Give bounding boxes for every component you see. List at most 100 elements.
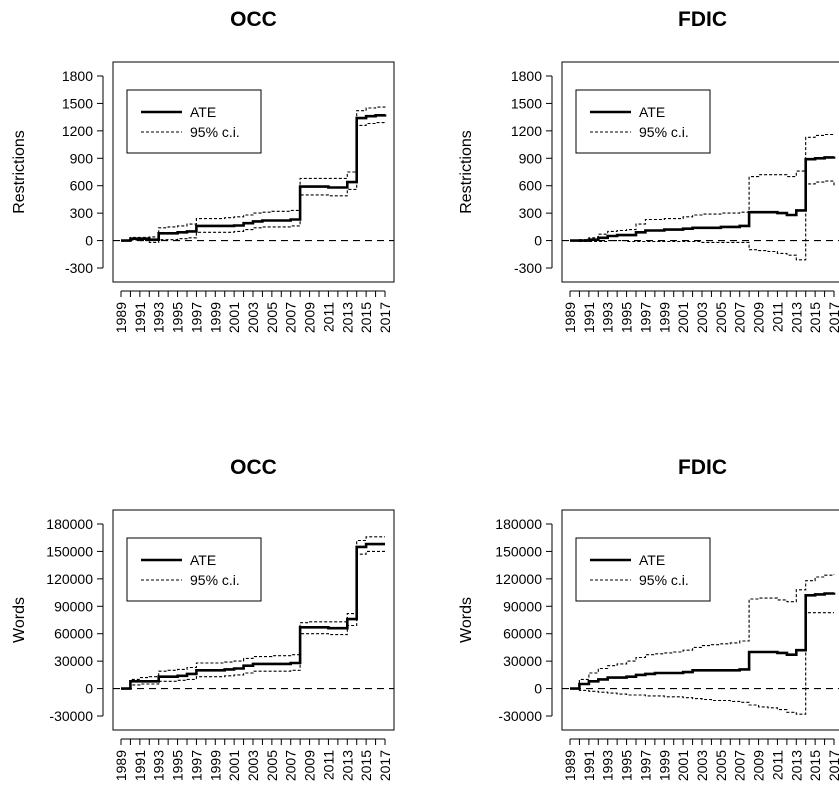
y-tick-label: 0 [534, 233, 542, 249]
x-tick-label: 1989 [113, 750, 129, 781]
x-tick-label: 1999 [656, 302, 672, 333]
legend: ATE 95% c.i. [575, 537, 711, 602]
x-tick-label: 2001 [226, 750, 242, 781]
x-tick-label: 1997 [637, 750, 653, 781]
x-tick-label: 1995 [619, 302, 635, 333]
x-tick-label: 2007 [283, 750, 299, 781]
y-axis-label: Words [458, 597, 475, 643]
y-tick-label: 1500 [62, 95, 93, 111]
x-tick-label: 2015 [358, 750, 374, 781]
x-tick-label: 2017 [826, 750, 839, 781]
chart-title: FDIC [678, 8, 727, 31]
series-line-ci-lower [570, 612, 834, 715]
chart-title: FDIC [678, 456, 727, 479]
x-tick-label: 2003 [245, 302, 261, 333]
y-tick-label: -300 [65, 260, 93, 276]
legend-label-ate: ATE [190, 552, 216, 568]
x-tick-label: 1991 [132, 750, 148, 781]
x-tick-label: 1999 [207, 302, 223, 333]
x-tick-label: 2009 [751, 750, 767, 781]
y-tick-label: 150000 [46, 543, 93, 559]
y-tick-label: 60000 [503, 626, 542, 642]
x-tick-label: 1991 [581, 302, 597, 333]
series-line-ate [570, 156, 836, 242]
chart-panel-3: OCC Words 180000 150000 120000 90000 60000 3000… [11, 456, 395, 781]
y-tick-label: -30000 [498, 708, 542, 724]
x-tick-label: 2013 [788, 302, 804, 333]
y-tick-label: 30000 [503, 653, 542, 669]
x-tick-label: 2005 [264, 302, 280, 333]
legend: ATE 95% c.i. [575, 89, 711, 154]
y-axis-label: Restrictions [11, 130, 28, 214]
x-tick-label: 1989 [113, 302, 129, 333]
y-tick-label: 180000 [46, 516, 93, 532]
x-tick-label: 2013 [339, 302, 355, 333]
x-tick-label: 2009 [302, 302, 318, 333]
series-line-ci-lower [121, 121, 386, 243]
legend-box [575, 537, 711, 602]
x-tick-label: 1995 [170, 302, 186, 333]
x-tick-label: 2007 [283, 302, 299, 333]
legend-box [126, 537, 262, 602]
series-line-ci-upper [121, 536, 385, 690]
legend-label-ate: ATE [639, 104, 665, 120]
x-tick-label: 2001 [226, 302, 242, 333]
y-tick-label: 0 [85, 681, 93, 697]
y-tick-label: 0 [534, 681, 542, 697]
x-tick-label: 2013 [788, 750, 804, 781]
x-tick-label: 2013 [339, 750, 355, 781]
x-tick-label: 2017 [377, 302, 393, 333]
x-tick-label: 2015 [807, 750, 823, 781]
y-tick-label: 1800 [62, 68, 93, 84]
series-line-ci-lower [570, 180, 835, 261]
x-tick-label: 2015 [358, 302, 374, 333]
x-tick-label: 2001 [675, 750, 691, 781]
series-line-ci-upper [121, 106, 386, 242]
y-tick-label: 600 [70, 178, 94, 194]
x-tick-label: 2009 [302, 750, 318, 781]
legend: ATE 95% c.i. [126, 89, 262, 154]
y-tick-label: 1800 [511, 68, 542, 84]
chart-panel-2: FDIC Restrictions 1800 1500 1200 900 600 300 0 -3… [458, 8, 839, 333]
plot-frame [112, 509, 395, 731]
legend-label-ate: ATE [639, 552, 665, 568]
legend: ATE 95% c.i. [126, 537, 262, 602]
y-axis-label: Words [11, 597, 28, 643]
x-tick-label: 2005 [713, 750, 729, 781]
y-tick-label: 150000 [495, 543, 542, 559]
x-tick-label: 2011 [769, 750, 785, 780]
y-tick-label: -30000 [49, 708, 93, 724]
y-tick-label: 1200 [511, 123, 542, 139]
x-tick-label: 1989 [562, 750, 578, 781]
y-tick-label: 900 [519, 150, 543, 166]
y-tick-label: 600 [519, 178, 543, 194]
y-tick-label: 1200 [62, 123, 93, 139]
x-tick-label: 2017 [377, 750, 393, 781]
legend-label-ate: ATE [190, 104, 216, 120]
y-tick-label: 30000 [54, 653, 93, 669]
y-tick-label: 90000 [503, 598, 542, 614]
series-line-ci-upper [570, 574, 835, 690]
plot-frame [112, 61, 395, 283]
y-tick-label: 120000 [495, 571, 542, 587]
series-line-ate [570, 592, 836, 690]
x-tick-label: 2005 [264, 750, 280, 781]
series-line-ate [121, 542, 385, 690]
y-tick-label: 300 [519, 205, 543, 221]
x-tick-label: 2017 [826, 302, 839, 333]
x-tick-label: 2015 [807, 302, 823, 333]
plot-frame [561, 509, 839, 731]
x-tick-label: 2001 [675, 302, 691, 333]
y-tick-label: 180000 [495, 516, 542, 532]
legend-box [575, 89, 711, 154]
chart-title: OCC [230, 456, 277, 479]
x-tick-label: 1999 [207, 750, 223, 781]
y-tick-label: 300 [70, 205, 94, 221]
x-tick-label: 1999 [656, 750, 672, 781]
x-tick-label: 2009 [751, 302, 767, 333]
y-tick-label: 900 [70, 150, 94, 166]
y-tick-label: 120000 [46, 571, 93, 587]
y-tick-label: 90000 [54, 598, 93, 614]
x-tick-label: 1991 [132, 302, 148, 333]
